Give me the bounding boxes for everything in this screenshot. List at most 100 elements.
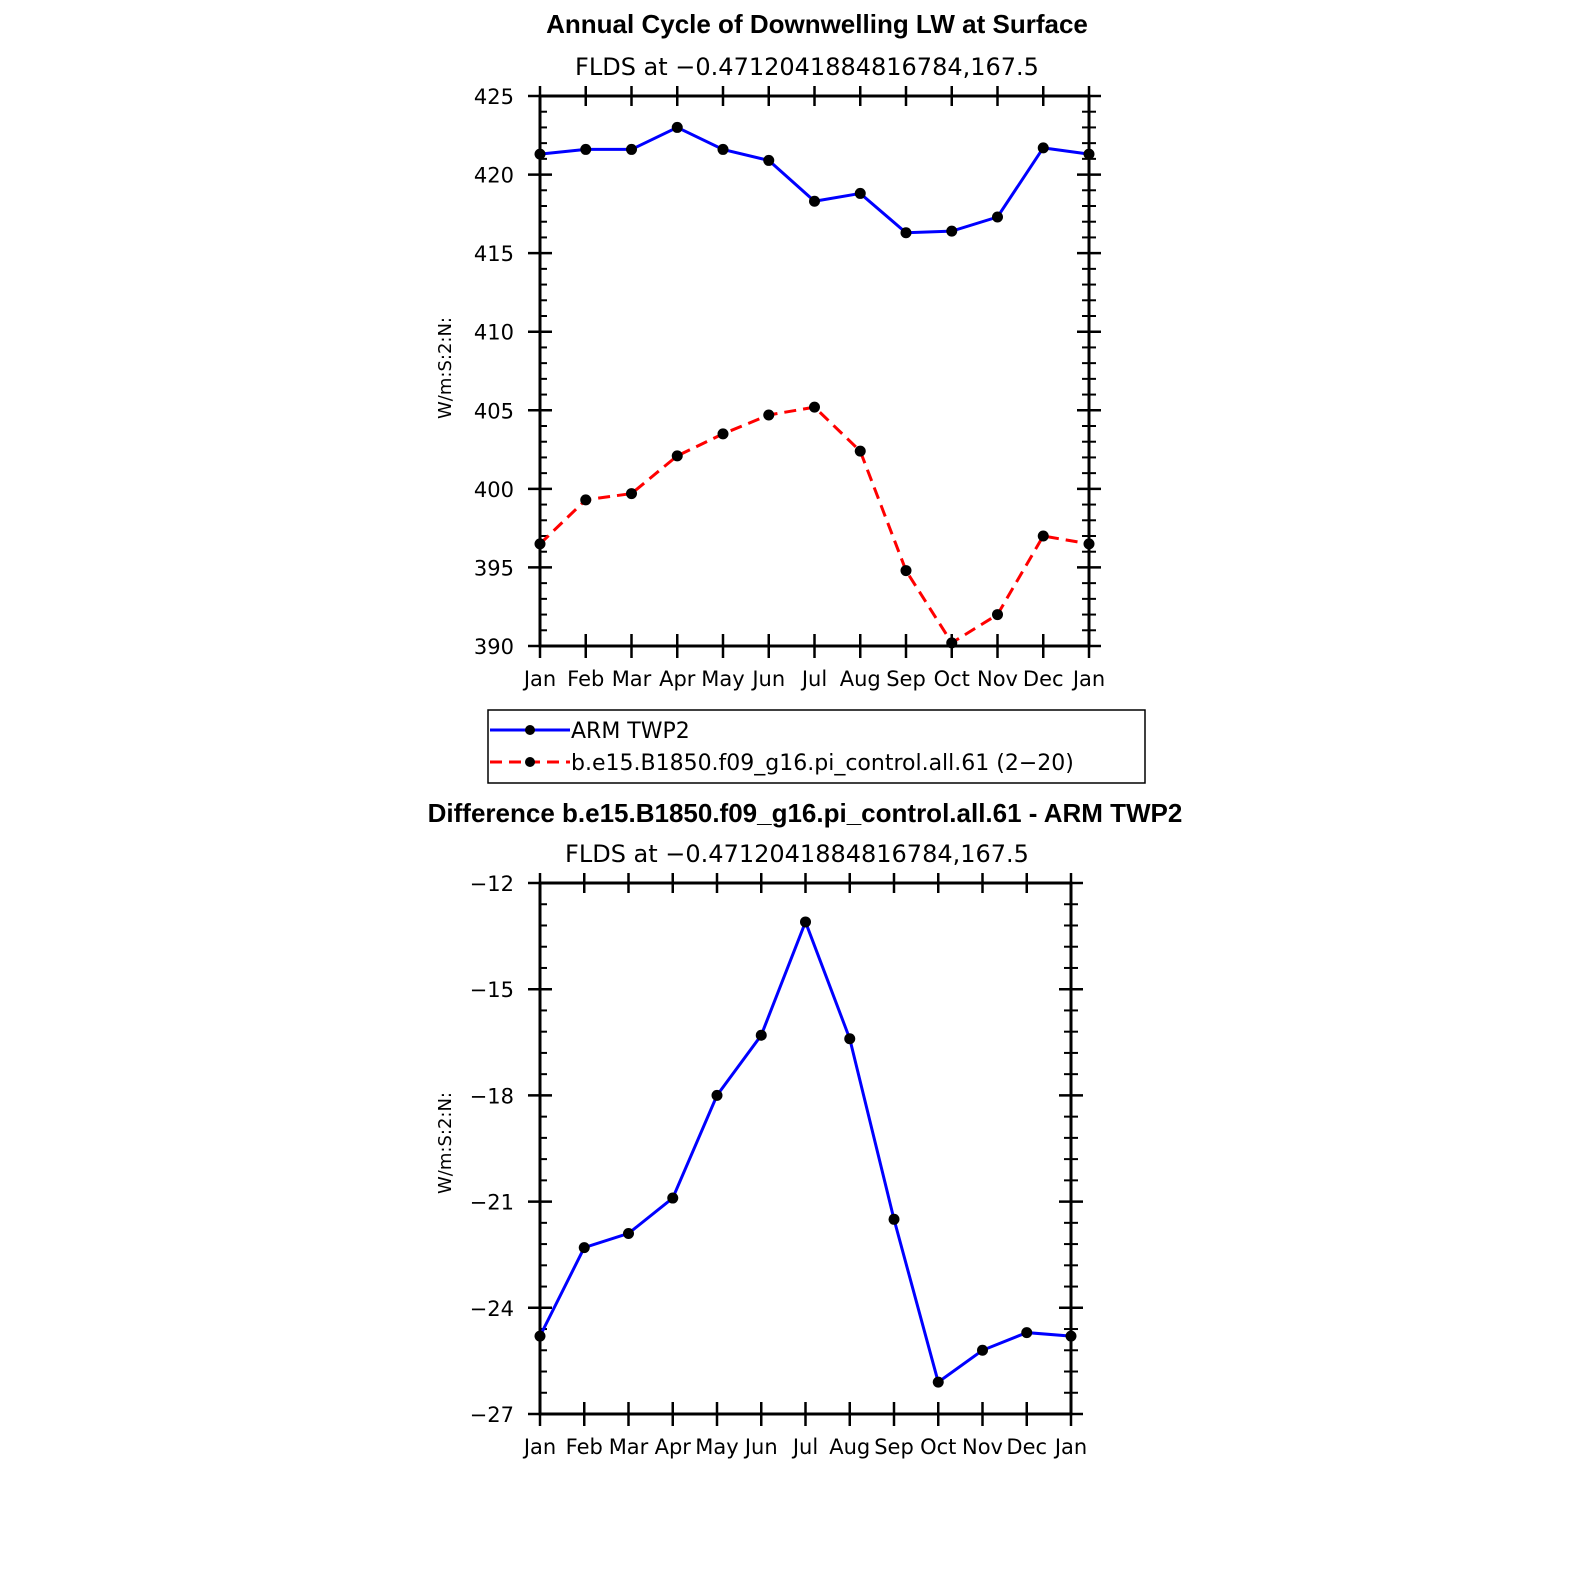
chart-bottom-ytick-label: −21 bbox=[470, 1191, 514, 1215]
chart-bottom-series-0-point bbox=[977, 1344, 988, 1356]
chart-top-series-1-point bbox=[671, 450, 683, 462]
chart-bottom-series-0-point bbox=[800, 916, 811, 928]
chart-top-series-0-point bbox=[626, 143, 637, 155]
chart-top-ylabel: W/m:S:2:N: bbox=[435, 317, 456, 419]
chart-top-xtick-label: Oct bbox=[934, 667, 970, 691]
chart-bottom-subtitle: FLDS at −0.4712041884816784,167.5 bbox=[565, 840, 1029, 868]
chart-bottom-xtick-label: Mar bbox=[609, 1435, 649, 1459]
chart-top-xtick-label: Aug bbox=[840, 667, 881, 691]
chart-top-series-1-point bbox=[809, 401, 820, 413]
chart-top-title: Annual Cycle of Downwelling LW at Surfac… bbox=[546, 9, 1088, 39]
chart-bottom-series-0-point bbox=[888, 1213, 900, 1225]
legend: ARM TWP2 b.e15.B1850.f09_g16.pi_control.… bbox=[487, 709, 1146, 784]
chart-bottom-xtick-label: Jun bbox=[743, 1435, 778, 1459]
chart-top-xtick-label: Dec bbox=[1023, 667, 1064, 691]
chart-bottom-series-0-point bbox=[932, 1376, 944, 1388]
chart-bottom-series-0-point bbox=[844, 1033, 856, 1045]
chart-bottom-series-0-point bbox=[534, 1330, 546, 1342]
chart-top-series-0-point bbox=[534, 148, 546, 160]
chart-top-series-0-point bbox=[671, 121, 683, 133]
chart-top-subtitle: FLDS at −0.4712041884816784,167.5 bbox=[575, 53, 1039, 81]
chart-bottom-xtick-label: Aug bbox=[829, 1435, 870, 1459]
chart-top-xtick-label: Jan bbox=[1071, 667, 1105, 691]
chart-top-frame bbox=[538, 94, 1091, 648]
legend-marker-arm bbox=[525, 725, 535, 735]
chart-top-xtick-label: Jun bbox=[750, 667, 785, 691]
chart-top-series-0-point bbox=[763, 154, 775, 166]
chart-bottom-series bbox=[534, 916, 1077, 1388]
chart-top-ytick-label: 405 bbox=[474, 399, 514, 423]
chart-bottom-xtick-label: Feb bbox=[566, 1435, 603, 1459]
chart-bottom-series-0-point bbox=[1021, 1327, 1033, 1339]
chart-top-series-1-point bbox=[626, 488, 637, 500]
chart-bottom-series-0-point bbox=[667, 1192, 679, 1204]
chart-bottom-ytick-label: −15 bbox=[470, 978, 514, 1002]
chart-bottom-xtick-label: Apr bbox=[655, 1435, 692, 1459]
chart-bottom-xtick-label: Jan bbox=[1053, 1435, 1087, 1459]
chart-top-series-0-point bbox=[1083, 148, 1095, 160]
legend-label-arm: ARM TWP2 bbox=[571, 719, 690, 744]
legend-marker-model bbox=[525, 757, 535, 767]
chart-bottom-series-0-point bbox=[1065, 1330, 1077, 1342]
chart-bottom-xtick-label: Sep bbox=[874, 1435, 914, 1459]
chart-top-xtick-label: Mar bbox=[612, 667, 652, 691]
chart-top-xtick-label: May bbox=[701, 667, 744, 691]
chart-top-series-0-point bbox=[1037, 142, 1049, 154]
chart-top-ytick-label: 420 bbox=[474, 164, 514, 188]
chart-top-ytick-label: 425 bbox=[474, 85, 514, 109]
chart-top-series-1-point bbox=[763, 409, 775, 421]
chart-top-series-0-point bbox=[717, 143, 729, 155]
chart-top-series-1-point bbox=[580, 494, 592, 506]
chart-top-series-0-point bbox=[580, 143, 592, 155]
chart-bottom-series-line-0 bbox=[538, 917, 1072, 1385]
chart-bottom-xtick-label: Jan bbox=[522, 1435, 556, 1459]
chart-bottom-ytick-label: −18 bbox=[470, 1084, 514, 1108]
chart-top-ticks: Jan Feb Mar Apr May Jun Jul Aug Sep Oct Nov Dec Jan 4… bbox=[474, 85, 1105, 691]
chart-top-ytick-label: 410 bbox=[474, 321, 514, 345]
chart-top-series-1-point bbox=[717, 428, 729, 440]
chart-bottom: Difference b.e15.B1850.f09_g16.pi_contro… bbox=[428, 798, 1183, 1459]
chart-top-series-1-point bbox=[1037, 530, 1049, 542]
chart-top-series-0-point bbox=[900, 227, 912, 239]
chart-top-series bbox=[534, 121, 1095, 649]
legend-label-model: b.e15.B1850.f09_g16.pi_control.all.61 (2… bbox=[571, 751, 1074, 776]
chart-bottom-title: Difference b.e15.B1850.f09_g16.pi_contro… bbox=[428, 798, 1183, 828]
chart-top-series-0-point bbox=[809, 195, 820, 207]
chart-bottom-frame bbox=[538, 881, 1073, 1416]
chart-bottom-ylabel: W/m:S:2:N: bbox=[435, 1092, 456, 1194]
chart-top-series-0-point bbox=[854, 187, 866, 199]
chart-bottom-ytick-label: −12 bbox=[470, 872, 514, 896]
chart-bottom-ticks: Jan Feb Mar Apr May Jun Jul Aug Sep Oct Nov Dec Jan−… bbox=[470, 872, 1088, 1459]
chart-top-series-1-point bbox=[900, 565, 912, 577]
chart-top-series-line-0 bbox=[539, 125, 1090, 235]
chart-top-series-0-point bbox=[946, 225, 958, 237]
chart-bottom-xtick-label: Dec bbox=[1006, 1435, 1047, 1459]
chart-top: Annual Cycle of Downwelling LW at Surfac… bbox=[435, 9, 1105, 691]
chart-bottom-series-0-point bbox=[711, 1089, 723, 1101]
chart-top-series-0-point bbox=[992, 211, 1003, 223]
chart-top-xtick-label: Sep bbox=[886, 667, 926, 691]
chart-bottom-xtick-label: Nov bbox=[962, 1435, 1003, 1459]
chart-bottom-series-0-point bbox=[623, 1227, 634, 1239]
chart-top-xtick-label: Feb bbox=[567, 667, 604, 691]
chart-top-ytick-label: 400 bbox=[474, 478, 514, 502]
chart-top-series-1-point bbox=[534, 538, 546, 550]
chart-bottom-ytick-label: −24 bbox=[470, 1297, 514, 1321]
chart-bottom-series-0-point bbox=[578, 1242, 590, 1254]
chart-top-xtick-label: Jul bbox=[800, 667, 827, 691]
chart-top-ytick-label: 390 bbox=[474, 635, 514, 659]
chart-top-series-1-point bbox=[1083, 538, 1095, 550]
chart-top-ytick-label: 395 bbox=[474, 556, 514, 580]
chart-top-series-1-point bbox=[992, 609, 1003, 621]
chart-top-xtick-label: Apr bbox=[659, 667, 696, 691]
chart-bottom-ytick-label: −27 bbox=[470, 1403, 514, 1427]
chart-bottom-xtick-label: May bbox=[695, 1435, 738, 1459]
chart-top-ytick-label: 415 bbox=[474, 242, 514, 266]
chart-top-series-1-point bbox=[854, 445, 866, 457]
chart-top-series-1-point bbox=[946, 637, 958, 649]
chart-bottom-series-0-point bbox=[755, 1029, 767, 1041]
chart-top-xtick-label: Jan bbox=[522, 667, 556, 691]
chart-top-xtick-label: Nov bbox=[977, 667, 1018, 691]
chart-top-series-line-1 bbox=[538, 405, 1090, 645]
